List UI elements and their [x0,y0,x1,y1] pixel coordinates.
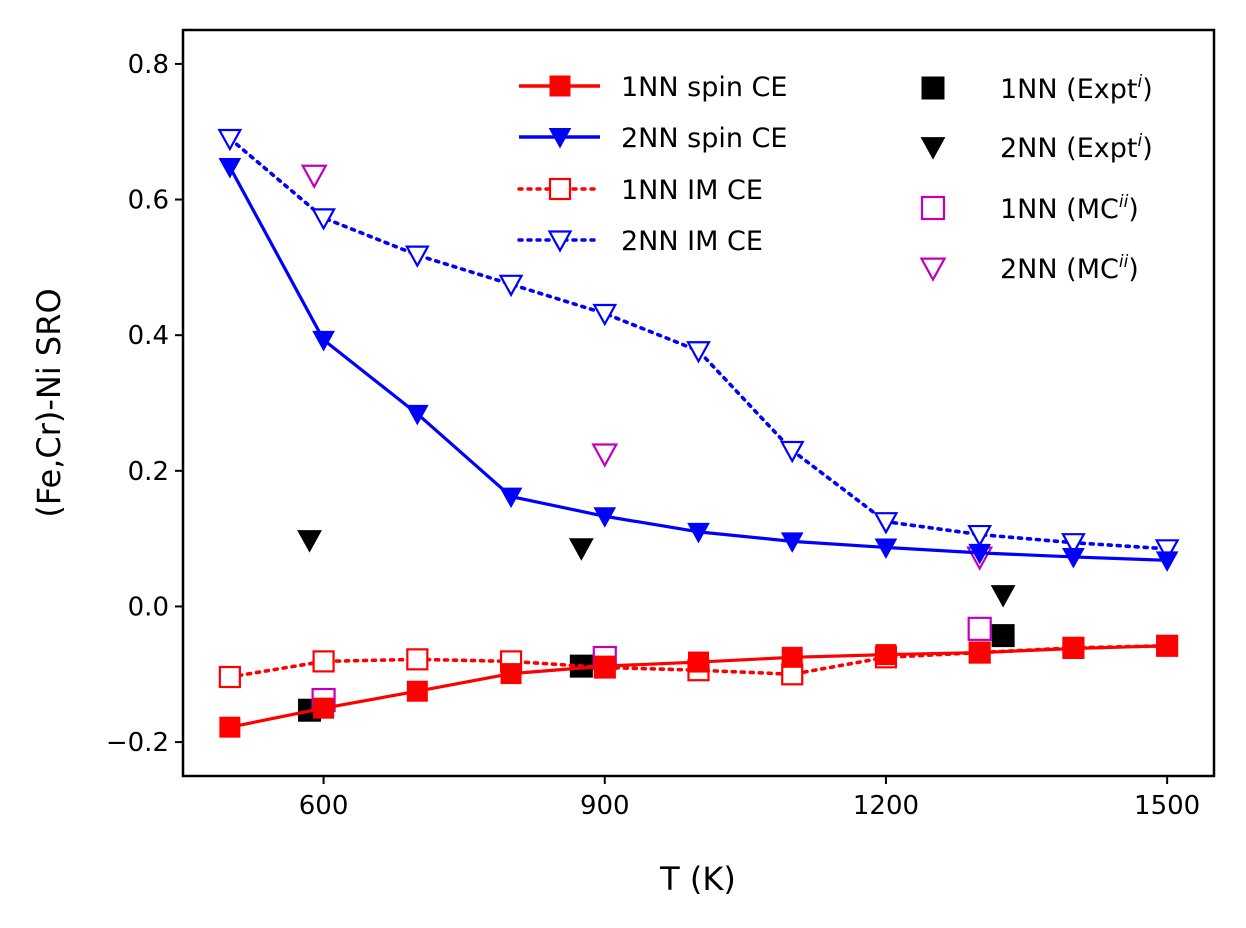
y-tick-label: −0.2 [106,728,169,758]
x-tick-label: 1200 [853,791,919,821]
data-point [593,507,617,528]
y-axis-label: (Fe,Cr)-Ni SRO [30,288,68,517]
data-point [218,157,242,179]
legend-entry-1nn-spin-ce: 1NN spin CE [519,72,787,103]
data-point [1062,638,1084,660]
data-point [874,538,898,559]
legend-entry-2nn-spin-ce: 2NN spin CE [519,123,787,154]
legend-entry-2nn-mc: 2NN (MCii) [919,252,1139,285]
data-point [297,530,322,553]
data-point [405,404,429,426]
data-point [406,680,428,702]
plot-data-layer [217,128,1180,738]
data-point [686,341,711,364]
series-2nn-expt [297,530,1016,608]
data-point [312,650,335,673]
data-point [1155,551,1179,572]
legend-label: 2NN spin CE [621,123,787,154]
data-point [990,585,1016,608]
legend-label: 1NN spin CE [621,72,787,103]
y-tick-label: 0.2 [128,457,169,487]
data-point [1154,539,1180,562]
data-point [968,543,992,565]
data-point [217,128,243,152]
series-1nn-expt [298,624,1015,722]
x-tick-label: 900 [580,791,630,821]
legend-marker [548,177,572,201]
data-point [406,648,429,671]
data-point [568,538,594,561]
data-point [498,274,524,298]
x-tick-label: 1500 [1134,791,1200,821]
series-2nn-spin-ce [218,157,1179,572]
legend-entry-1nn-expt: 1NN (Expti) [921,72,1153,105]
data-point [875,644,897,666]
data-point [1156,635,1178,657]
data-point [1062,547,1085,569]
legend-marker [921,76,945,100]
data-point [591,443,619,468]
data-point [1061,533,1086,556]
data-point [687,522,710,544]
data-point [500,663,522,685]
legend-label: 1NN IM CE [621,175,763,206]
y-tick-label: 0.8 [128,50,169,80]
legend-entry-1nn-mc: 1NN (MCii) [920,192,1139,225]
plot-frame [181,28,1216,778]
data-point [779,440,805,464]
legend-label: 2NN (Expti) [1000,131,1153,164]
series-2nn-im-ce [217,128,1180,562]
legend-label: 2NN (MCii) [1000,252,1139,285]
data-point [594,655,616,677]
legend-entry-1nn-im-ce: 1NN IM CE [517,175,763,206]
data-point [688,651,709,673]
series-1nn-spin-ce [219,635,1178,738]
data-point [967,524,993,548]
data-point [312,330,335,352]
data-point [967,616,992,641]
legend-marker [920,195,946,221]
legend-marker [919,257,947,282]
legend-marker [548,128,572,149]
data-point [300,164,328,189]
data-point [873,512,899,535]
data-point [219,716,241,738]
legend-marker [920,137,946,160]
data-point [313,697,335,719]
data-point [780,532,804,553]
data-point [969,642,991,664]
legend-marker [547,230,573,253]
axis-ticks: 600 900 1200 1500 −0.2 0.0 0.2 0.4 0.6 0.8 [106,50,1200,821]
legend-label: 1NN (Expti) [1000,72,1153,105]
x-axis-label: T (K) [659,860,736,898]
legend-entry-2nn-expt: 2NN (Expti) [920,131,1153,164]
data-point [311,208,336,231]
legend-label: 2NN IM CE [621,226,763,257]
x-tick-label: 600 [299,791,349,821]
y-tick-label: 0.0 [128,592,169,622]
legend: 1NN spin CE 2NN spin CE 1NN IM CE 2NN IM CE… [517,72,1153,285]
data-point [991,624,1015,648]
legend-label: 1NN (MCii) [1000,192,1139,225]
legend-marker [549,75,571,97]
legend-entry-2nn-im-ce: 2NN IM CE [517,226,763,257]
data-point [592,303,618,327]
data-point [781,646,803,668]
y-tick-label: 0.4 [128,321,169,351]
data-point [499,487,523,509]
data-point [218,665,241,689]
data-point [404,245,430,268]
y-tick-label: 0.6 [128,186,169,216]
